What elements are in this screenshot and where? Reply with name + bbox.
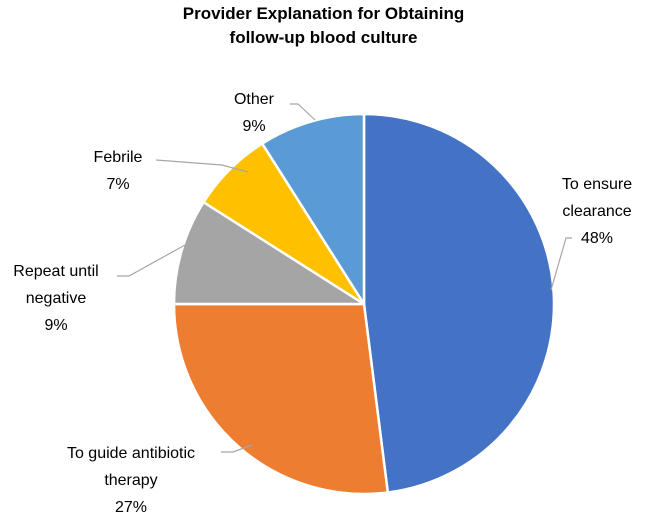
slice-label-4: Other 9% <box>234 91 275 135</box>
pie-slice-1 <box>172 302 390 496</box>
chart-title: Provider Explanation for Obtaining follo… <box>0 2 647 50</box>
slice-value-0: 48% <box>581 230 613 247</box>
slice-label-line-0-0: To ensure <box>562 176 632 193</box>
pie-slice-4 <box>260 112 366 306</box>
slice-value-2: 9% <box>44 317 67 334</box>
pie-slices <box>172 112 556 496</box>
slice-label-line-0-1: clearance <box>562 203 631 220</box>
slice-label-line-1-1: therapy <box>104 472 157 489</box>
slice-labels: To ensure clearance 48% To guide antibiotic… <box>13 91 632 516</box>
slice-label-line-3-0: Febrile <box>94 149 143 166</box>
leader-line-4 <box>290 103 316 121</box>
pie-slice-2 <box>172 200 366 306</box>
slice-label-line-1-0: To guide antibiotic <box>67 445 195 462</box>
slice-value-3: 7% <box>106 176 129 193</box>
slice-label-line-2-0: Repeat until <box>13 263 98 280</box>
leader-lines <box>117 103 572 453</box>
slice-value-1: 27% <box>115 499 147 516</box>
slice-value-4: 9% <box>242 118 265 135</box>
leader-line-1 <box>221 444 253 453</box>
slice-label-2: Repeat until negative 9% <box>13 263 98 334</box>
slice-label-0: To ensure clearance 48% <box>562 176 632 247</box>
leader-line-2 <box>117 244 186 277</box>
slice-label-3: Febrile 7% <box>94 149 143 193</box>
slice-label-line-4-0: Other <box>234 91 275 108</box>
leader-line-3 <box>155 159 249 173</box>
pie-slice-0 <box>362 112 556 494</box>
chart-title-line-1: Provider Explanation for Obtaining <box>182 4 465 23</box>
slice-label-1: To guide antibiotic therapy 27% <box>67 445 195 516</box>
leader-line-0 <box>550 237 572 291</box>
slice-label-line-2-1: negative <box>26 290 87 307</box>
chart-title-line-2: follow-up blood culture <box>229 28 418 47</box>
